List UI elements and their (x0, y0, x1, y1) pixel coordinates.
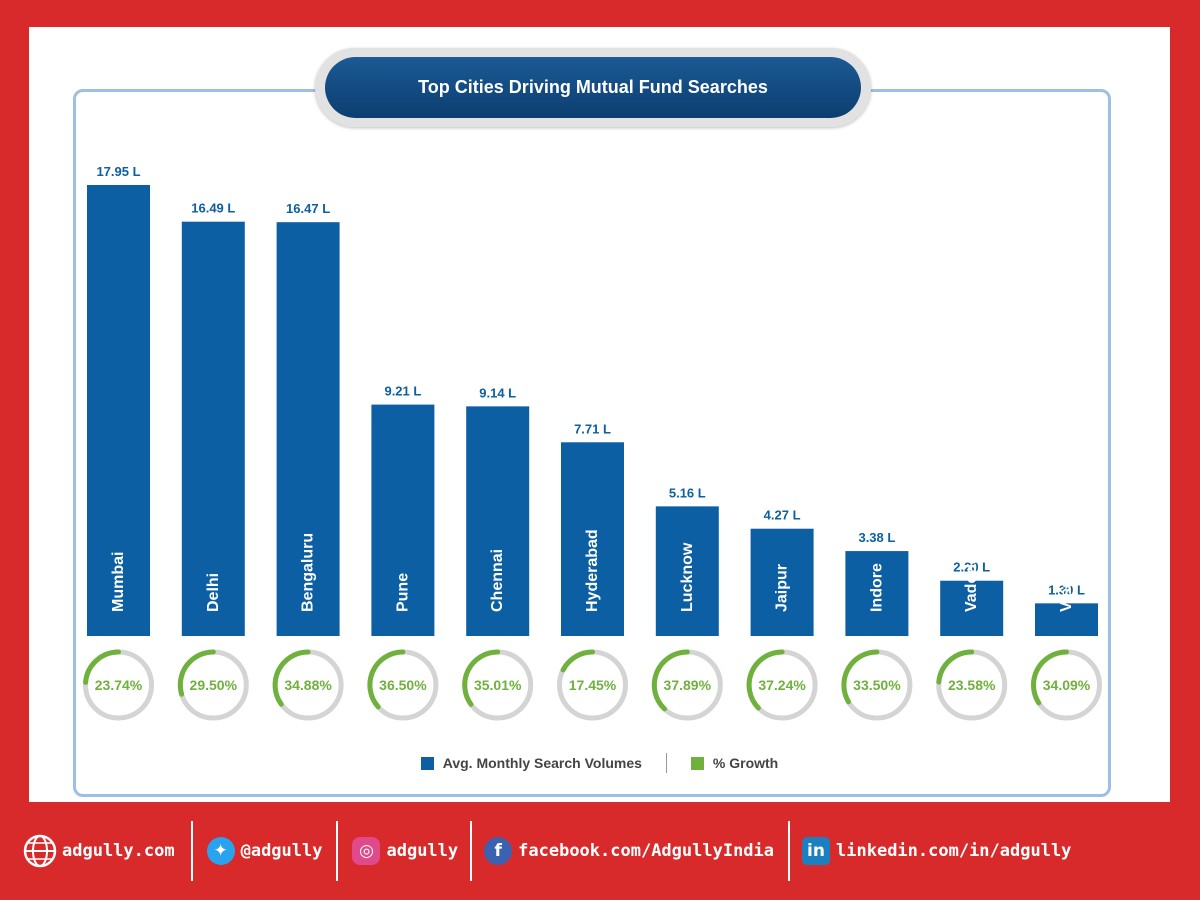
bar-value-label: 16.47 L (286, 201, 330, 216)
bar-value-label: 9.14 L (479, 385, 516, 400)
footer-divider (788, 821, 791, 881)
bar-value-label: 2.20 L (953, 560, 990, 575)
legend-swatch-volume (420, 756, 434, 770)
bar-value-label: 16.49 L (191, 201, 235, 216)
bar-value-label: 3.38 L (858, 530, 895, 545)
growth-ring-arc (841, 649, 880, 705)
footer-instagram-text: adgully (386, 841, 459, 861)
bar (466, 406, 530, 636)
category-label: Bengaluru (300, 533, 317, 612)
legend-label-growth: % Growth (712, 755, 779, 771)
growth-ring-arc (560, 649, 595, 673)
growth-ring-arc (936, 649, 975, 685)
growth-label: 23.74% (95, 677, 143, 693)
category-label: Pune (394, 573, 411, 612)
growth-ring-arc (651, 649, 690, 712)
category-label: Visakhapatnam (1058, 495, 1075, 612)
growth-label: 37.89% (664, 677, 712, 693)
growth-label: 33.50% (853, 677, 901, 693)
legend-item-volume: Avg. Monthly Search Volumes (420, 755, 642, 771)
growth-label: 34.88% (284, 677, 332, 693)
bar-value-label: 1.30 L (1048, 582, 1085, 597)
growth-ring-arc (1031, 649, 1069, 706)
category-label: Lucknow (679, 542, 696, 612)
bar (655, 506, 719, 636)
bar-value-label: 9.21 L (384, 384, 421, 399)
bar (561, 442, 624, 636)
bar (87, 185, 150, 636)
bar-value-label: 4.27 L (764, 508, 801, 523)
category-label: Indore (868, 563, 885, 612)
footer-instagram[interactable]: ◎ adgully (352, 821, 458, 881)
instagram-icon: ◎ (352, 837, 381, 865)
chart-card: Top Cities Driving Mutual Fund Searches … (29, 27, 1170, 802)
bar (371, 404, 435, 636)
growth-ring-arc (746, 649, 785, 711)
growth-label: 36.50% (379, 677, 427, 693)
footer-linkedin[interactable]: in linkedin.com/in/adgully (802, 821, 1071, 881)
footer-website[interactable]: adgully.com (22, 821, 175, 881)
footer-linkedin-text: linkedin.com/in/adgully (836, 841, 1072, 861)
category-label: Hyderabad (584, 529, 601, 612)
bar-value-label: 7.71 L (574, 421, 611, 436)
growth-ring-arc (367, 649, 406, 710)
linkedin-icon: in (802, 837, 831, 865)
footer-divider (336, 821, 339, 881)
growth-label: 29.50% (190, 677, 238, 693)
facebook-icon: f (484, 837, 513, 865)
category-label: Delhi (205, 573, 222, 612)
growth-ring-arc (462, 649, 501, 707)
chart-title: Top Cities Driving Mutual Fund Searches (325, 57, 861, 118)
legend-swatch-growth (690, 756, 704, 770)
legend-item-growth: % Growth (690, 755, 779, 771)
footer: adgully.com ✦ @adgully ◎ adgully f faceb… (0, 802, 1200, 900)
bar (750, 528, 814, 636)
category-label: Mumbai (110, 552, 127, 612)
category-label: Chennai (489, 549, 506, 612)
footer-facebook-text: facebook.com/AdgullyIndia (518, 841, 775, 861)
bar (1035, 603, 1098, 636)
bar-value-label: 5.16 L (669, 485, 706, 500)
footer-facebook[interactable]: f facebook.com/AdgullyIndia (484, 821, 774, 881)
footer-divider (190, 821, 193, 881)
growth-label: 37.24% (758, 677, 806, 693)
footer-divider (470, 821, 473, 881)
bar-value-label: 17.95 L (96, 164, 140, 179)
growth-label: 35.01% (474, 677, 522, 693)
bar (276, 222, 340, 636)
bar (181, 221, 245, 636)
bar-chart: 17.95 L Mumbai 23.74% 16.49 L Delhi 29.50% 16.… (83, 164, 1102, 721)
growth-ring-arc (83, 649, 121, 685)
growth-ring-arc (177, 649, 216, 697)
category-label: Jaipur (774, 564, 791, 612)
title-badge: Top Cities Driving Mutual Fund Searches (315, 48, 871, 127)
growth-label: 34.09% (1043, 677, 1091, 693)
growth-label: 23.58% (948, 677, 996, 693)
growth-label: 17.45% (569, 677, 617, 693)
footer-twitter[interactable]: ✦ @adgully (206, 821, 323, 881)
legend-divider (665, 753, 667, 773)
legend-label-volume: Avg. Monthly Search Volumes (442, 755, 642, 771)
globe-icon (23, 834, 57, 868)
legend: Avg. Monthly Search Volumes % Growth (29, 753, 1170, 773)
bar (845, 551, 909, 636)
twitter-icon: ✦ (206, 837, 235, 865)
growth-ring-arc (272, 649, 311, 707)
footer-website-text: adgully.com (62, 841, 175, 861)
category-label: Vadodara (963, 540, 980, 612)
bar (940, 580, 1004, 636)
footer-twitter-text: @adgully (240, 841, 323, 861)
